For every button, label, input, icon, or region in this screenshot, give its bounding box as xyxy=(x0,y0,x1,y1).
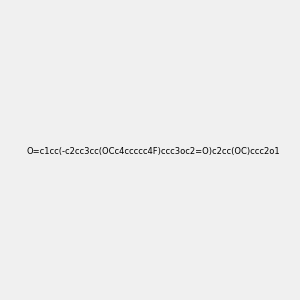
Text: O=c1cc(-c2cc3cc(OCc4ccccc4F)ccc3oc2=O)c2cc(OC)ccc2o1: O=c1cc(-c2cc3cc(OCc4ccccc4F)ccc3oc2=O)c2… xyxy=(27,147,280,156)
